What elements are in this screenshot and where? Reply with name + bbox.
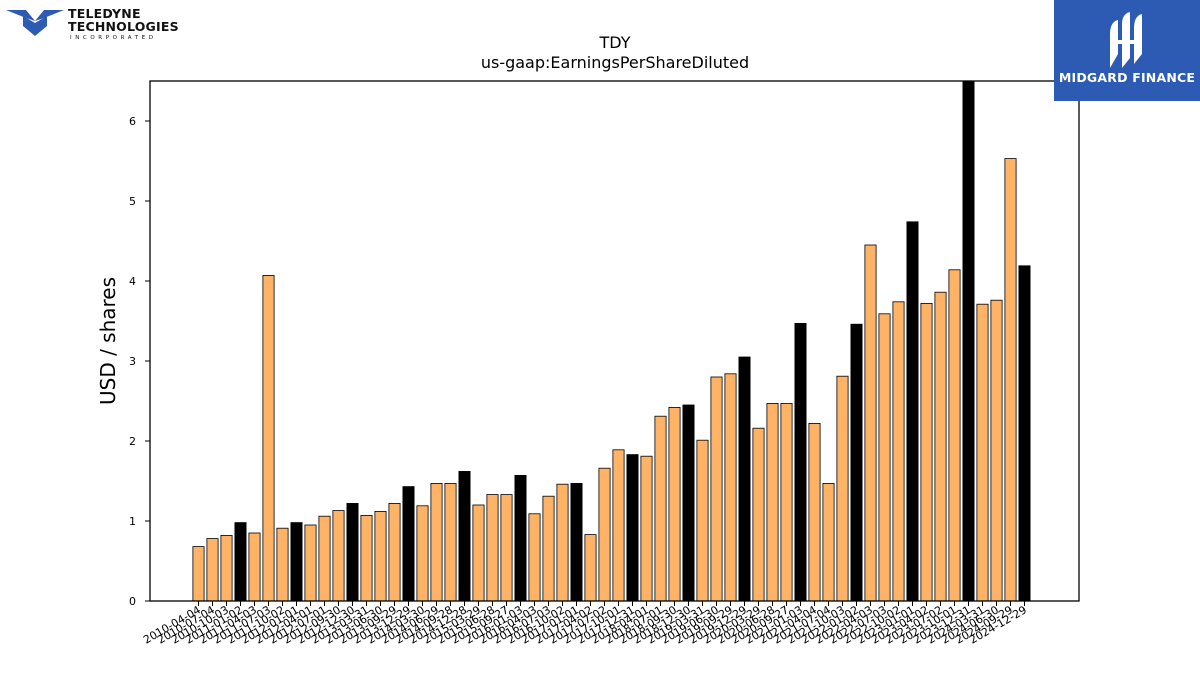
y-tick-label: 2 [129, 435, 136, 448]
chart-title: TDY [599, 33, 631, 52]
bar-2010-04-04 [192, 546, 205, 602]
bar-2011-10-02 [276, 527, 289, 602]
logo-text-line1: TELEDYNE [68, 6, 141, 21]
bar-2020-03-29 [752, 427, 765, 602]
bar-2023-10-01 [948, 269, 961, 602]
bar-2013-09-29 [388, 502, 401, 602]
bar-2017-07-02 [598, 467, 611, 602]
bar-2011-07-03 [262, 274, 275, 602]
bar-2018-12-30 [682, 404, 695, 602]
bar-2023-07-02 [934, 291, 947, 602]
bar-2018-04-01 [640, 455, 653, 602]
logo-text-line2: TECHNOLOGIES [68, 19, 179, 34]
plot-area-frame [149, 80, 1080, 602]
bar-2021-10-03 [836, 375, 849, 602]
bar-2012-01-01 [290, 522, 303, 602]
bar-2012-04-01 [304, 524, 317, 602]
bar-2022-04-03 [864, 244, 877, 602]
bar-2019-12-29 [738, 356, 751, 602]
bar-2022-07-03 [878, 313, 891, 602]
bar-2010-10-03 [220, 535, 233, 602]
bar-2014-12-28 [458, 470, 471, 602]
bar-2016-04-03 [528, 513, 541, 602]
teledyne-logo: TELEDYNE TECHNOLOGIES INCORPORATED [6, 4, 179, 46]
bar-2021-04-04 [808, 422, 821, 602]
bar-2014-09-28 [444, 482, 457, 602]
bar-2010-07-04 [206, 538, 219, 602]
bar-2011-01-02 [234, 522, 247, 602]
bar-2017-04-02 [584, 534, 597, 602]
chart-subtitle: us-gaap:EarningsPerShareDiluted [481, 53, 749, 72]
bar-2024-06-30 [990, 299, 1003, 602]
bar-2023-12-31 [962, 80, 975, 602]
bar-2021-07-04 [822, 482, 835, 602]
bar-2015-06-28 [486, 494, 499, 602]
bar-2022-10-02 [892, 301, 905, 602]
y-tick-label: 5 [129, 195, 136, 208]
bar-2021-01-03 [794, 322, 807, 602]
teledyne-logo-icon [6, 10, 64, 36]
bar-2016-01-03 [514, 474, 527, 602]
bar-2023-01-01 [906, 221, 919, 602]
bar-2020-06-28 [766, 402, 779, 602]
bar-2022-01-02 [850, 323, 863, 602]
bar-2023-04-02 [920, 302, 933, 602]
bar-2019-03-31 [696, 439, 709, 602]
bar-2024-03-31 [976, 303, 989, 602]
bar-2012-09-30 [332, 510, 345, 602]
bar-2013-06-30 [374, 510, 387, 602]
y-axis-label: USD / shares [96, 277, 120, 405]
y-tick-label: 0 [129, 595, 136, 608]
bar-2012-07-01 [318, 515, 331, 602]
bar-2014-03-30 [416, 505, 429, 602]
y-tick-label: 1 [129, 515, 136, 528]
bar-2019-09-29 [724, 373, 737, 602]
midgard-logo-text: MIDGARD FINANCE [1058, 70, 1196, 85]
y-tick-label: 4 [129, 275, 136, 288]
bar-2024-09-29 [1004, 158, 1017, 602]
bar-2024-12-29 [1018, 265, 1031, 602]
bar-2020-09-27 [780, 402, 793, 602]
bar-2014-06-29 [430, 482, 443, 602]
bar-2013-03-31 [360, 515, 373, 602]
bar-2016-10-02 [556, 483, 569, 602]
bar-2018-09-30 [668, 406, 681, 602]
midgard-finance-logo: MIDGARD FINANCE [1054, 0, 1200, 101]
logo-text-line3: INCORPORATED [70, 35, 157, 41]
bar-2011-04-03 [248, 532, 261, 602]
bar-2015-09-27 [500, 494, 513, 602]
bar-2015-03-29 [472, 504, 485, 602]
bar-2017-12-31 [626, 454, 639, 602]
bar-2016-07-03 [542, 495, 555, 602]
bar-2018-07-01 [654, 415, 667, 602]
y-tick-label: 6 [129, 115, 136, 128]
bar-2013-12-29 [402, 486, 415, 602]
bar-2012-12-30 [346, 502, 359, 602]
bar-2017-10-01 [612, 449, 625, 602]
y-tick-label: 3 [129, 355, 136, 368]
bar-2019-06-30 [710, 376, 723, 602]
bar-2017-01-01 [570, 482, 583, 602]
midgard-logo-icon [1110, 12, 1142, 68]
